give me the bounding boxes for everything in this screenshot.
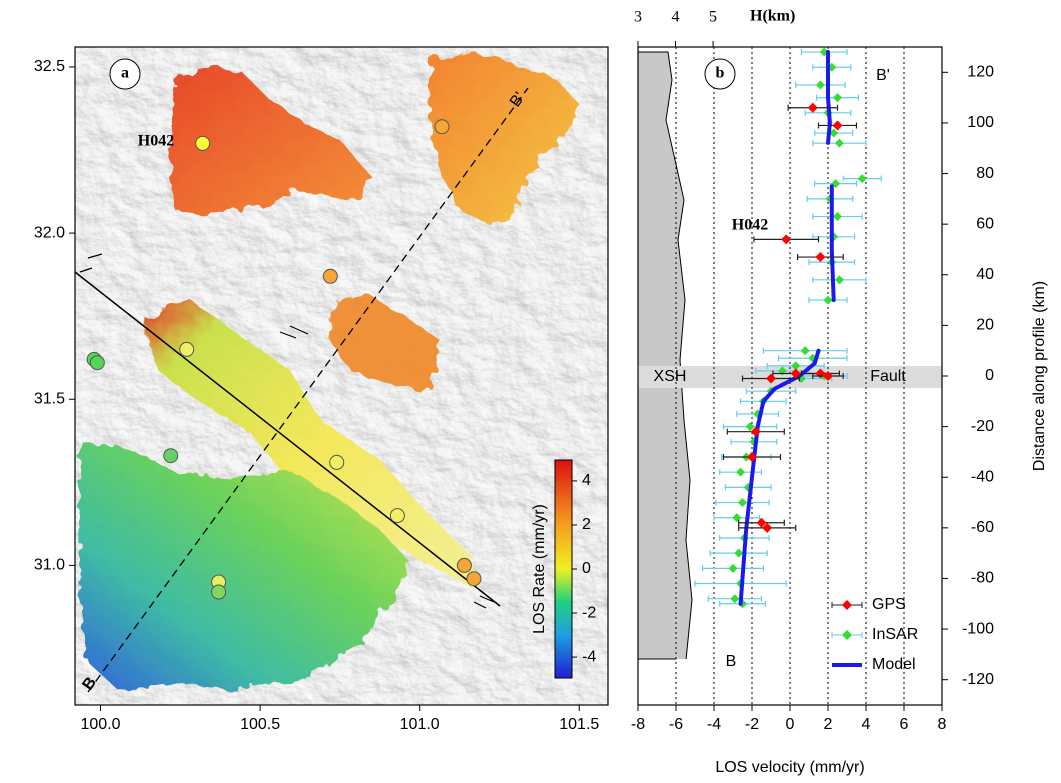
y-tick-label: 31.5	[34, 390, 65, 407]
gps-station	[467, 572, 481, 586]
colorbar	[555, 460, 572, 678]
x-tick-label: 8	[938, 716, 947, 733]
gps-point	[808, 103, 818, 113]
insar-point	[801, 346, 810, 355]
x-tick-label: -2	[745, 716, 759, 733]
gps-station	[390, 509, 404, 523]
site-label: XSH	[654, 368, 687, 385]
x-tick-label: -8	[631, 716, 645, 733]
y-tick-label: -100	[962, 620, 994, 637]
legend-label: Model	[872, 656, 916, 673]
x-tick-label: 2	[824, 716, 833, 733]
insar-point	[736, 468, 745, 477]
x-tick-label: 101.5	[559, 716, 599, 733]
panel-label: a	[121, 65, 129, 82]
gps-station	[212, 585, 226, 599]
panel-label: b	[716, 65, 725, 82]
x-tick-label: 100.0	[81, 716, 121, 733]
colorbar-tick-label: 0	[582, 560, 591, 577]
legend-swatch	[842, 630, 852, 640]
station-label: H042	[732, 217, 768, 234]
fault-label: Fault	[870, 368, 906, 385]
insar-point	[835, 139, 844, 148]
figure: a H042 B B' LOS Rate (mm/yr) 100.0 100.5 1…	[0, 0, 1061, 783]
legend-swatch	[842, 600, 852, 610]
colorbar-tick-label: -2	[582, 604, 596, 621]
gps-station	[435, 120, 449, 134]
model-line	[741, 52, 834, 604]
insar-point	[732, 513, 741, 522]
legend-label: GPS	[872, 596, 906, 613]
y-tick-label: 100	[967, 114, 994, 131]
top-tick-label: 5	[709, 9, 717, 26]
gps-station	[196, 136, 210, 150]
x-axis-title: LOS velocity (mm/yr)	[715, 759, 864, 776]
x-tick-label: 6	[900, 716, 909, 733]
gps-point	[815, 252, 825, 262]
x-tick-label: 101.0	[400, 716, 440, 733]
insar-point	[738, 498, 747, 507]
x-tick-label: 0	[786, 716, 795, 733]
station-label: H042	[138, 133, 174, 150]
y-tick-label: -60	[971, 519, 994, 536]
y-axis-title: Distance along profile (km)	[1031, 281, 1048, 471]
y-tick-label: -20	[971, 418, 994, 435]
gps-station	[180, 342, 194, 356]
y-tick-label: -80	[971, 570, 994, 587]
colorbar-tick-label: -4	[582, 648, 596, 665]
insar-point	[816, 80, 825, 89]
legend-label: InSAR	[872, 626, 918, 643]
y-tick-label: 80	[976, 165, 994, 182]
insar-point	[730, 594, 739, 603]
top-tick-label: 3	[634, 9, 642, 26]
top-tick-label: 4	[672, 9, 680, 26]
colorbar-tick-label: 4	[582, 472, 591, 489]
gps-station	[457, 558, 471, 572]
insar-point	[833, 212, 842, 221]
y-tick-label: 0	[985, 367, 994, 384]
insar-point	[835, 275, 844, 284]
gps-station	[330, 455, 344, 469]
colorbar-tick-label: 2	[582, 516, 591, 533]
profile-end-label: B	[726, 653, 737, 670]
gps-station	[323, 269, 337, 283]
y-tick-label: 32.0	[34, 224, 65, 241]
y-tick-label: 20	[976, 317, 994, 334]
y-tick-label: 60	[976, 215, 994, 232]
insar-point	[729, 564, 738, 573]
profile-panel: b B' B H042 XSH Fault H(km) LOS velocity…	[631, 8, 1048, 777]
insar-point	[833, 93, 842, 102]
marks	[695, 48, 881, 609]
x-tick-label: -4	[707, 716, 721, 733]
y-tick-label: 120	[967, 64, 994, 81]
y-tick-label: 32.5	[34, 58, 65, 75]
gps-station	[164, 449, 178, 463]
insar-point	[858, 174, 867, 183]
colorbar-label: LOS Rate (mm/yr)	[531, 504, 548, 634]
y-tick-label: -120	[962, 671, 994, 688]
insar-point	[734, 549, 743, 558]
gps-station	[90, 356, 104, 370]
y-tick-label: -40	[971, 468, 994, 485]
y-tick-label: 31.0	[34, 557, 65, 574]
insar-point	[824, 296, 833, 305]
top-axis-title: H(km)	[750, 8, 795, 25]
y-tick-label: 40	[976, 266, 994, 283]
x-tick-label: -6	[669, 716, 683, 733]
x-tick-label: 4	[862, 716, 871, 733]
profile-end-label: B'	[876, 67, 890, 84]
x-tick-label: 100.5	[240, 716, 280, 733]
